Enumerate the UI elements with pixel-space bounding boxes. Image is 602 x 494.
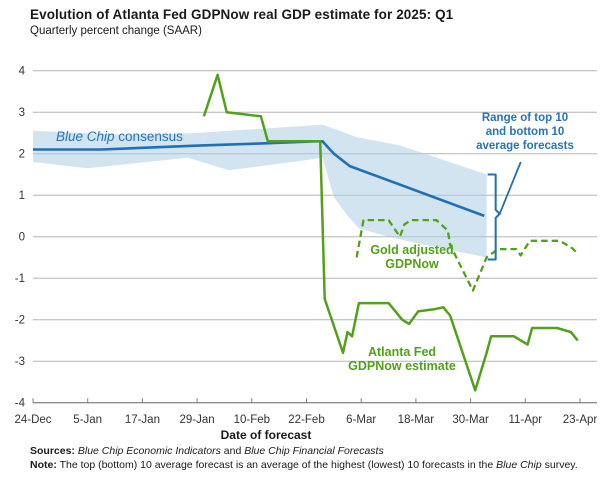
sources-line: Sources: Blue Chip Economic Indicators a… — [30, 445, 585, 459]
sources-and: and — [220, 445, 245, 457]
range-annotation-line3: average forecasts — [476, 140, 574, 152]
x-tick-label-24-Dec: 24-Dec — [14, 414, 51, 426]
x-tick-label-10-Feb: 10-Feb — [234, 414, 270, 426]
footer-notes: Sources: Blue Chip Economic Indicators a… — [30, 445, 585, 472]
x-tick-label-11-Apr: 11-Apr — [508, 414, 542, 426]
series-line-gold-adjusted-gdpnow — [355, 218, 579, 292]
range-bracket — [487, 173, 501, 261]
note-italic: Blue Chip — [496, 458, 542, 471]
range-annotation-line2: and bottom 10 — [485, 126, 565, 138]
x-tick-label-18-Mar: 18-Mar — [398, 414, 435, 426]
note-text-1: The top (bottom) 10 average forecast is … — [56, 458, 497, 471]
blue-chip-label-rest: consensus — [114, 129, 183, 144]
chart-title: Evolution of Atlanta Fed GDPNow real GDP… — [30, 7, 454, 22]
blue-chip-consensus-label: Blue Chip consensus — [56, 130, 183, 144]
gold-label-line2: GDPNow — [385, 257, 439, 271]
range-annotation-label: Range of top 10 and bottom 10 average fo… — [462, 111, 588, 153]
range-annotation-line1: Range of top 10 — [481, 112, 569, 124]
y-tick-label-0: 0 — [19, 232, 25, 244]
y-tick-label-1: 1 — [19, 190, 25, 202]
y-tick-label-4: 4 — [19, 66, 26, 78]
y-tick-label--2: -2 — [15, 315, 25, 327]
series-line-atlanta-fed-gdpnow-estimate — [202, 73, 579, 392]
y-tick-label--4: -4 — [15, 398, 26, 410]
y-tick-label--1: -1 — [15, 273, 25, 285]
gold-label-line1: Gold adjusted — [370, 243, 454, 257]
note-text-2: survey. — [541, 458, 578, 471]
sources-italic-2: Blue Chip Financial Forecasts — [244, 445, 384, 457]
x-axis-title: Date of forecast — [221, 428, 312, 442]
sources-italic-1: Blue Chip Economic Indicators — [77, 445, 221, 457]
x-tick-label-22-Feb: 22-Feb — [288, 414, 324, 426]
range-pointer-line — [498, 161, 522, 215]
x-tick-label-29-Jan: 29-Jan — [180, 414, 215, 426]
x-tick-label-30-Mar: 30-Mar — [452, 414, 489, 426]
chart-subtitle: Quarterly percent change (SAAR) — [30, 25, 202, 37]
x-tick-label-6-Mar: 6-Mar — [346, 414, 376, 426]
atlanta-fed-gdpnow-label: Atlanta Fed GDPNow estimate — [318, 345, 486, 373]
note-line: Note: The top (bottom) 10 average foreca… — [30, 459, 585, 473]
note-label: Note: — [30, 458, 57, 471]
blue-chip-label-italic: Blue Chip — [56, 129, 115, 144]
blue-chip-range-band — [33, 124, 487, 258]
y-tick-label-2: 2 — [19, 149, 25, 161]
gold-adjusted-gdpnow-label: Gold adjusted GDPNow — [343, 243, 481, 271]
y-tick-label--3: -3 — [15, 356, 25, 368]
sources-label: Sources: — [30, 445, 75, 457]
x-tick-label-23-Apr: 23-Apr — [563, 414, 598, 426]
x-tick-label-17-Jan: 17-Jan — [125, 414, 160, 426]
atlanta-label-line2: GDPNow estimate — [348, 359, 456, 373]
y-tick-label-3: 3 — [19, 107, 25, 119]
x-tick-label-5-Jan: 5-Jan — [73, 414, 102, 426]
atlanta-label-line1: Atlanta Fed — [367, 345, 437, 359]
